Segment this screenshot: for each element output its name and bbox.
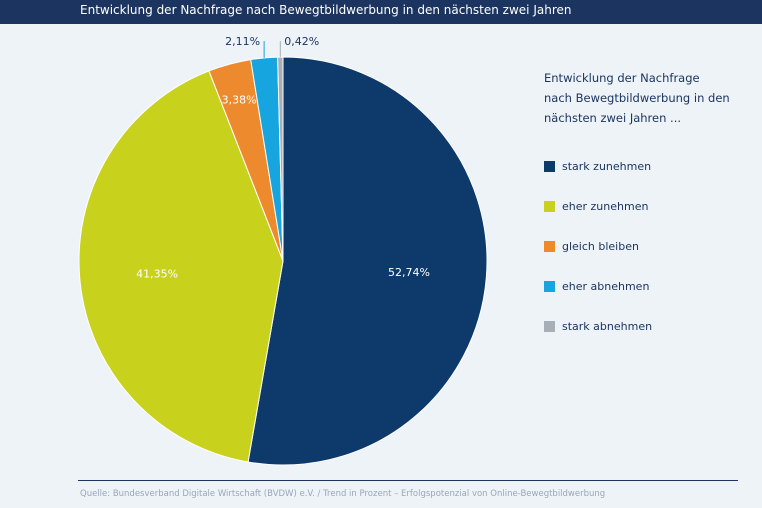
legend-label: eher abnehmen: [562, 279, 650, 293]
legend-item: stark zunehmen: [544, 159, 651, 173]
legend-item: eher zunehmen: [544, 199, 648, 213]
legend-swatch: [544, 240, 555, 252]
legend-label: stark abnehmen: [562, 319, 653, 333]
legend-item: stark abnehmen: [544, 319, 652, 333]
legend-swatch: [544, 200, 555, 212]
legend-item: eher abnehmen: [544, 279, 649, 293]
source-note: Quelle: Bundesverband Digitale Wirtschaf…: [80, 489, 606, 499]
legend-swatch: [544, 160, 555, 172]
page-title: Entwicklung der Nachfrage nach Bewegtbil…: [80, 3, 572, 17]
legend-title-line-1: Entwicklung der Nachfrage: [544, 71, 700, 85]
header-bar: Entwicklung der Nachfrage nach Bewegtbil…: [0, 0, 762, 24]
legend-label: gleich bleiben: [562, 239, 639, 253]
legend-swatch: [544, 320, 555, 332]
pie-slice: [78, 70, 284, 463]
legend-label: eher zunehmen: [562, 199, 649, 213]
slice-value-label: 3,38%: [222, 94, 257, 107]
slice-value-label: 0,42%: [284, 35, 319, 48]
legend-title-line-2: nach Bewegtbildwerbung in den: [544, 91, 730, 105]
legend-title-line-3: nächsten zwei Jahren ...: [544, 111, 682, 125]
slice-value-label: 2,11%: [225, 35, 260, 48]
legend-item: gleich bleiben: [544, 239, 639, 253]
footer-divider: [78, 480, 738, 481]
slice-value-label: 52,74%: [388, 266, 430, 279]
legend-title: Entwicklung der Nachfrage nach Bewegtbil…: [544, 68, 744, 128]
legend-swatch: [544, 280, 555, 292]
slice-value-label: 41,35%: [136, 268, 178, 281]
legend-label: stark zunehmen: [562, 159, 652, 173]
pie-slice: [247, 56, 488, 466]
